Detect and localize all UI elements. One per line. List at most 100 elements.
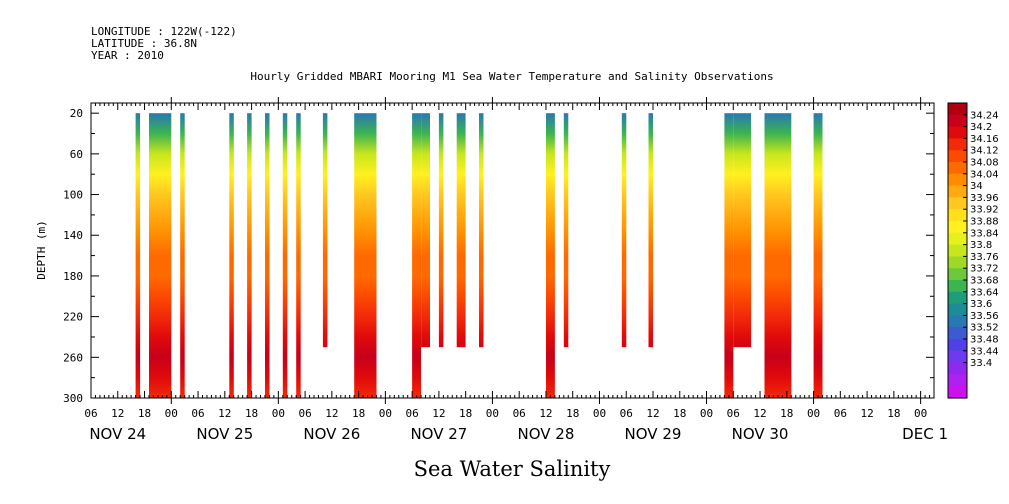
- x-hour-label: 06: [84, 407, 97, 420]
- colorbar-swatch: [948, 185, 967, 198]
- x-hour-label: 00: [165, 407, 178, 420]
- colorbar-label: 33.52: [970, 323, 999, 334]
- observation-bar: [479, 113, 484, 348]
- colorbar-swatch: [948, 244, 967, 257]
- x-day-label: NOV 28: [518, 425, 575, 443]
- colorbar-label: 34: [970, 181, 983, 192]
- x-axis-ticks: [90, 97, 935, 404]
- observation-bar: [621, 113, 627, 348]
- observation-bar: [412, 113, 421, 398]
- colorbar-label: 34.24: [970, 110, 999, 121]
- colorbar-label: 34.16: [970, 134, 999, 145]
- colorbar-swatch: [948, 315, 967, 328]
- y-axis-label: DEPTH (m): [35, 220, 48, 280]
- x-day-label: NOV 27: [410, 425, 467, 443]
- x-hour-label: 12: [218, 407, 231, 420]
- colorbar-swatch: [948, 291, 967, 305]
- colorbar-label: 33.68: [970, 276, 999, 287]
- x-hour-label: 18: [459, 407, 472, 420]
- plot-frame: [90, 102, 935, 399]
- colorbar-swatch: [948, 197, 967, 210]
- y-tick-label: 100: [63, 189, 83, 202]
- x-hour-label: 00: [486, 407, 499, 420]
- colorbar-swatch: [948, 150, 967, 163]
- longitude-label: LONGITUDE : 122W(-122): [91, 25, 237, 38]
- x-hour-label: 18: [673, 407, 686, 420]
- observation-bar: [135, 113, 141, 398]
- colorbar-swatch: [948, 327, 967, 340]
- x-hour-label: 00: [272, 407, 285, 420]
- colorbar-swatch: [948, 339, 967, 352]
- x-hour-label: 12: [753, 407, 766, 420]
- observation-bar: [421, 113, 430, 348]
- x-hour-label: 18: [352, 407, 365, 420]
- latitude-label: LATITUDE : 36.8N: [91, 37, 197, 50]
- chart-subtitle: Sea Water Salinity: [414, 457, 611, 481]
- y-tick-label: 220: [63, 311, 83, 324]
- x-hour-label: 18: [566, 407, 579, 420]
- colorbar-label: 33.44: [970, 346, 999, 357]
- colorbar-label: 33.96: [970, 193, 999, 204]
- colorbar-swatch: [948, 103, 967, 116]
- observation-bar: [438, 113, 444, 348]
- x-hour-label: 12: [325, 407, 338, 420]
- colorbar-swatch: [948, 221, 967, 234]
- colorbar-swatch: [948, 256, 967, 269]
- observation-bar: [265, 113, 270, 398]
- colorbar-label: 33.8: [970, 240, 992, 251]
- observation-bar: [354, 113, 377, 398]
- x-axis-day-labels: NOV 24 NOV 25 NOV 26 NOV 27 NOV 28 NOV 29 NOV …: [89, 425, 948, 443]
- y-axis-ticks: 20 60 100 140 180 220 260 300: [63, 107, 934, 405]
- x-hour-label: 06: [834, 407, 847, 420]
- x-hour-label: 18: [245, 407, 258, 420]
- colorbar-swatch: [948, 268, 967, 281]
- colorbar-label: 34.2: [970, 122, 992, 133]
- colorbar-label: 34.04: [970, 169, 999, 180]
- x-hour-label: 00: [914, 407, 927, 420]
- observation-bar: [724, 113, 734, 398]
- x-day-label: DEC 1: [902, 425, 948, 443]
- colorbar-swatch: [948, 350, 967, 364]
- colorbar-label: 33.92: [970, 205, 999, 216]
- colorbar-label: 34.08: [970, 158, 999, 169]
- colorbar-label: 33.88: [970, 217, 999, 228]
- observation-bars: [135, 113, 823, 398]
- x-hour-label: 06: [406, 407, 419, 420]
- observation-bar: [229, 113, 234, 398]
- x-day-label: NOV 29: [625, 425, 682, 443]
- x-hour-label: 12: [860, 407, 873, 420]
- observation-bar: [733, 113, 752, 348]
- x-hour-label: 00: [807, 407, 820, 420]
- colorbar-swatch: [948, 173, 967, 187]
- x-day-label: NOV 25: [196, 425, 253, 443]
- colorbar-label: 33.64: [970, 287, 999, 298]
- chart-title: Hourly Gridded MBARI Mooring M1 Sea Wate…: [250, 70, 773, 83]
- observation-bar: [563, 113, 569, 348]
- x-hour-label: 06: [513, 407, 526, 420]
- observation-bar: [322, 113, 328, 348]
- x-hour-label: 00: [379, 407, 392, 420]
- observation-bar: [648, 113, 653, 348]
- y-tick-label: 300: [63, 392, 83, 405]
- x-hour-label: 12: [539, 407, 552, 420]
- observation-bar: [546, 113, 555, 398]
- y-tick-label: 60: [70, 148, 83, 161]
- colorbar-swatch: [948, 162, 967, 175]
- colorbar-label: 33.76: [970, 252, 999, 263]
- colorbar-swatch: [948, 209, 967, 222]
- x-hour-label: 00: [700, 407, 713, 420]
- colorbar-label: 33.84: [970, 228, 999, 239]
- colorbar-swatch: [948, 126, 967, 139]
- colorbar-label: 33.6: [970, 299, 992, 310]
- y-tick-label: 180: [63, 270, 83, 283]
- x-hour-label: 18: [780, 407, 793, 420]
- x-hour-label: 06: [191, 407, 204, 420]
- colorbar-swatch: [948, 303, 967, 316]
- x-hour-label: 18: [138, 407, 151, 420]
- colorbar-swatch: [948, 232, 967, 246]
- x-hour-label: 06: [620, 407, 633, 420]
- x-hour-label: 12: [432, 407, 445, 420]
- x-hour-label: 12: [646, 407, 659, 420]
- x-day-label: NOV 26: [303, 425, 360, 443]
- colorbar-label: 33.72: [970, 264, 999, 275]
